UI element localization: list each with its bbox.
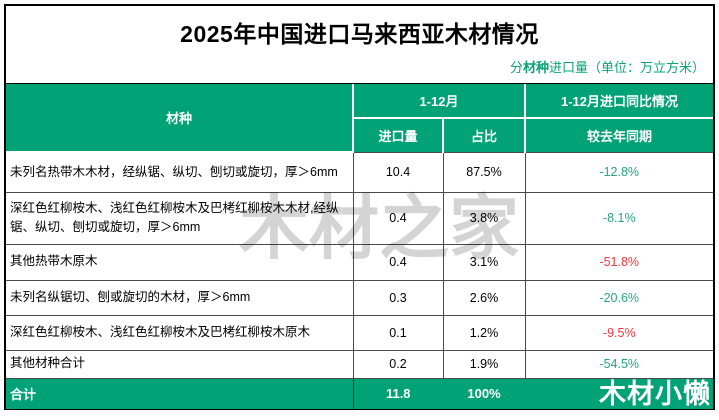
table-row: 未列名纵锯切、刨或旋切的木材，厚＞6mm 0.3 2.6% -20.6% (6, 279, 713, 316)
volume-cell: 10.4 (352, 151, 444, 193)
species-cell: 其他材种合计 (6, 349, 354, 379)
total-label: 合计 (6, 378, 353, 409)
header-yoy: 1-12月进口同比情况 (524, 84, 713, 119)
total-share: 100% (443, 378, 525, 409)
share-cell: 2.6% (442, 279, 526, 316)
table-row: 未列名热带木木材，经纵锯、纵切、刨切或旋切，厚＞6mm 10.4 87.5% -… (6, 151, 713, 193)
species-cell: 其他热带木原木 (6, 243, 354, 281)
share-cell: 87.5% (442, 151, 526, 193)
change-cell: -20.6% (524, 279, 713, 316)
volume-cell: 0.4 (352, 191, 444, 245)
share-cell: 1.2% (442, 314, 526, 351)
header-volume: 进口量 (353, 117, 444, 152)
table-row: 其他热带木原木 0.4 3.1% -51.8% (6, 243, 713, 281)
page-title: 2025年中国进口马来西亚木材情况 (180, 21, 539, 47)
unit-note-rest: 进口量（单位：万立方米） (548, 60, 705, 75)
species-cell: 未列名纵锯切、刨或旋切的木材，厚＞6mm (6, 279, 354, 316)
total-volume: 11.8 (352, 378, 443, 409)
import-table: 材种 1-12月 1-12月进口同比情况 进口量 占比 较去年同期 未列名热带木… (6, 84, 713, 409)
unit-note-prefix: 分 (509, 60, 523, 75)
table-row: 其他材种合计 0.2 1.9% -54.5% (6, 349, 713, 379)
title-area: 2025年中国进口马来西亚木材情况 分材种进口量（单位：万立方米） (6, 6, 713, 84)
report-card: 2025年中国进口马来西亚木材情况 分材种进口量（单位：万立方米） 材种 1-1… (4, 4, 715, 410)
header-period: 1-12月 (352, 84, 526, 119)
change-cell: -12.8% (524, 151, 713, 193)
brand-logo-text: 木材小懒 (525, 378, 713, 409)
share-cell: 3.1% (442, 243, 526, 281)
volume-cell: 0.3 (352, 279, 444, 316)
share-cell: 3.8% (442, 191, 526, 245)
total-row: 合计 11.8 100% 木材小懒 (6, 378, 713, 409)
table-header: 材种 1-12月 1-12月进口同比情况 进口量 占比 较去年同期 (6, 84, 713, 153)
species-cell: 深红色红柳桉木、浅红色红柳桉木及巴栲红柳桉木原木 (6, 314, 354, 351)
change-cell: -51.8% (524, 243, 713, 281)
header-species: 材种 (6, 84, 354, 153)
header-share: 占比 (442, 117, 526, 152)
table-row: 深红色红柳桉木、浅红色红柳桉木及巴栲红柳桉木原木 0.1 1.2% -9.5% (6, 314, 713, 351)
species-cell: 深红色红柳桉木、浅红色红柳桉木及巴栲红柳桉木木材,经纵锯、纵切、刨切或旋切，厚＞… (6, 191, 354, 245)
volume-cell: 0.4 (352, 243, 444, 281)
table-row: 深红色红柳桉木、浅红色红柳桉木及巴栲红柳桉木木材,经纵锯、纵切、刨切或旋切，厚＞… (6, 191, 713, 245)
change-cell: -8.1% (524, 191, 713, 245)
share-cell: 1.9% (442, 349, 526, 379)
species-cell: 未列名热带木木材，经纵锯、纵切、刨切或旋切，厚＞6mm (6, 151, 354, 193)
volume-cell: 0.1 (352, 314, 444, 351)
volume-cell: 0.2 (352, 349, 444, 379)
change-cell: -54.5% (524, 349, 713, 379)
change-cell: -9.5% (524, 314, 713, 351)
unit-note: 分材种进口量（单位：万立方米） (510, 57, 705, 76)
header-vs-lastyear: 较去年同期 (524, 117, 713, 152)
unit-note-bold: 材种 (522, 60, 549, 75)
